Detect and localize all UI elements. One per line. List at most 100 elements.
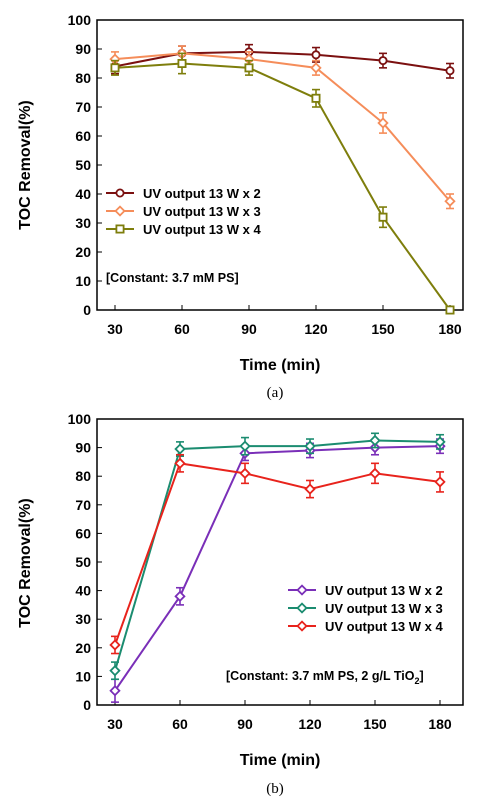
series-2 <box>109 45 456 210</box>
data-point <box>378 212 388 222</box>
data-point <box>304 440 316 452</box>
plot-frame <box>96 418 464 706</box>
data-point <box>244 63 254 73</box>
y-tick-label: 60 <box>75 128 91 144</box>
y-tick-label: 20 <box>75 640 91 656</box>
data-point <box>444 195 456 207</box>
legend-marker <box>115 224 125 234</box>
data-point <box>377 117 389 129</box>
series-3 <box>110 52 455 315</box>
series-line <box>114 462 441 646</box>
x-tick-label: 60 <box>172 716 188 732</box>
data-point <box>109 685 121 697</box>
series-line <box>114 50 451 72</box>
y-tick-label: 90 <box>75 440 91 456</box>
legend-label: UV output 13 W x 3 <box>143 204 261 219</box>
legend-item-2: UV output 13 W x 3 <box>288 601 443 616</box>
y-tick-label: 70 <box>75 99 91 115</box>
x-tick-label: 150 <box>363 716 387 732</box>
data-point <box>174 443 186 455</box>
data-point <box>109 665 121 677</box>
data-point <box>109 639 121 651</box>
legend-item-2: UV output 13 W x 3 <box>106 204 261 219</box>
legend-item-3: UV output 13 W x 4 <box>288 619 444 634</box>
x-tick-label: 180 <box>438 321 462 337</box>
legend-marker <box>296 584 308 596</box>
legend-item-1: UV output 13 W x 2 <box>288 583 443 598</box>
data-point <box>177 59 187 69</box>
y-tick-label: 10 <box>75 273 91 289</box>
data-point <box>304 483 316 495</box>
chart-panel-a: 0 10 20 30 40 50 60 70 80 90 100 30 60 90 120 150 180 UV… <box>17 12 464 401</box>
legend-label: UV output 13 W x 2 <box>325 583 443 598</box>
y-tick-label: 80 <box>75 70 91 86</box>
series-line <box>114 439 441 671</box>
series-2 <box>109 432 446 681</box>
data-point <box>445 305 455 315</box>
data-point <box>434 476 446 488</box>
y-axis-title: TOC Removal(%) <box>17 100 34 230</box>
annotation-constant: [Constant: 3.7 mM PS, 2 g/L TiO2] <box>226 669 424 686</box>
x-tick-label: 150 <box>371 321 395 337</box>
series-line <box>114 445 441 692</box>
y-tick-label: 90 <box>75 41 91 57</box>
y-tick-label: 50 <box>75 554 91 570</box>
x-tick-label: 120 <box>298 716 322 732</box>
y-tick-label: 70 <box>75 497 91 513</box>
y-tick-label: 0 <box>83 302 91 318</box>
legend-marker <box>115 188 125 198</box>
y-tick-label: 0 <box>83 697 91 713</box>
x-tick-label: 120 <box>304 321 328 337</box>
legend-label: UV output 13 W x 3 <box>325 601 443 616</box>
y-tick-label: 60 <box>75 525 91 541</box>
y-tick-label: 100 <box>68 12 92 28</box>
data-point <box>239 440 251 452</box>
x-tick-label: 60 <box>174 321 190 337</box>
x-tick-label: 90 <box>241 321 257 337</box>
data-point <box>369 434 381 447</box>
series-1 <box>110 43 455 79</box>
panel-caption: (a) <box>267 385 284 401</box>
data-point <box>174 457 186 470</box>
x-tick-label: 30 <box>107 321 123 337</box>
x-tick-label: 180 <box>428 716 452 732</box>
legend-label: UV output 13 W x 4 <box>325 619 444 634</box>
x-tick-label: 90 <box>237 716 253 732</box>
x-axis-title: Time (min) <box>240 752 321 769</box>
x-axis-title: Time (min) <box>240 357 321 374</box>
data-point <box>311 50 321 60</box>
data-point <box>445 66 455 76</box>
series-line <box>114 52 451 202</box>
y-tick-label: 30 <box>75 215 91 231</box>
legend-marker <box>114 205 126 217</box>
y-tick-label: 40 <box>75 583 91 599</box>
legend-label: UV output 13 W x 2 <box>143 186 261 201</box>
y-axis-title: TOC Removal(%) <box>17 498 34 628</box>
y-tick-label: 20 <box>75 244 91 260</box>
series-1 <box>109 438 446 703</box>
y-tick-label: 40 <box>75 186 91 202</box>
legend-item-1: UV output 13 W x 2 <box>106 186 261 201</box>
legend-marker <box>296 602 308 614</box>
legend-marker <box>296 620 308 632</box>
data-point <box>311 93 321 103</box>
y-tick-label: 50 <box>75 157 91 173</box>
y-tick-label: 100 <box>68 411 92 427</box>
data-point <box>434 436 446 448</box>
data-point <box>310 62 322 74</box>
data-point <box>174 590 186 602</box>
data-point <box>378 56 388 66</box>
y-tick-label: 30 <box>75 611 91 627</box>
data-point <box>239 467 251 480</box>
data-point <box>369 467 381 480</box>
x-tick-label: 30 <box>107 716 123 732</box>
y-tick-label: 10 <box>75 668 91 684</box>
legend-item-3: UV output 13 W x 4 <box>106 222 262 237</box>
y-tick-label: 80 <box>75 468 91 484</box>
series-3 <box>109 453 446 655</box>
series-line <box>114 62 451 311</box>
annotation-constant: [Constant: 3.7 mM PS] <box>106 271 239 285</box>
chart-panel-b: 0 10 20 30 40 50 60 70 80 90 100 30 60 90 120 150 180 UV… <box>17 411 464 797</box>
legend-label: UV output 13 W x 4 <box>143 222 262 237</box>
